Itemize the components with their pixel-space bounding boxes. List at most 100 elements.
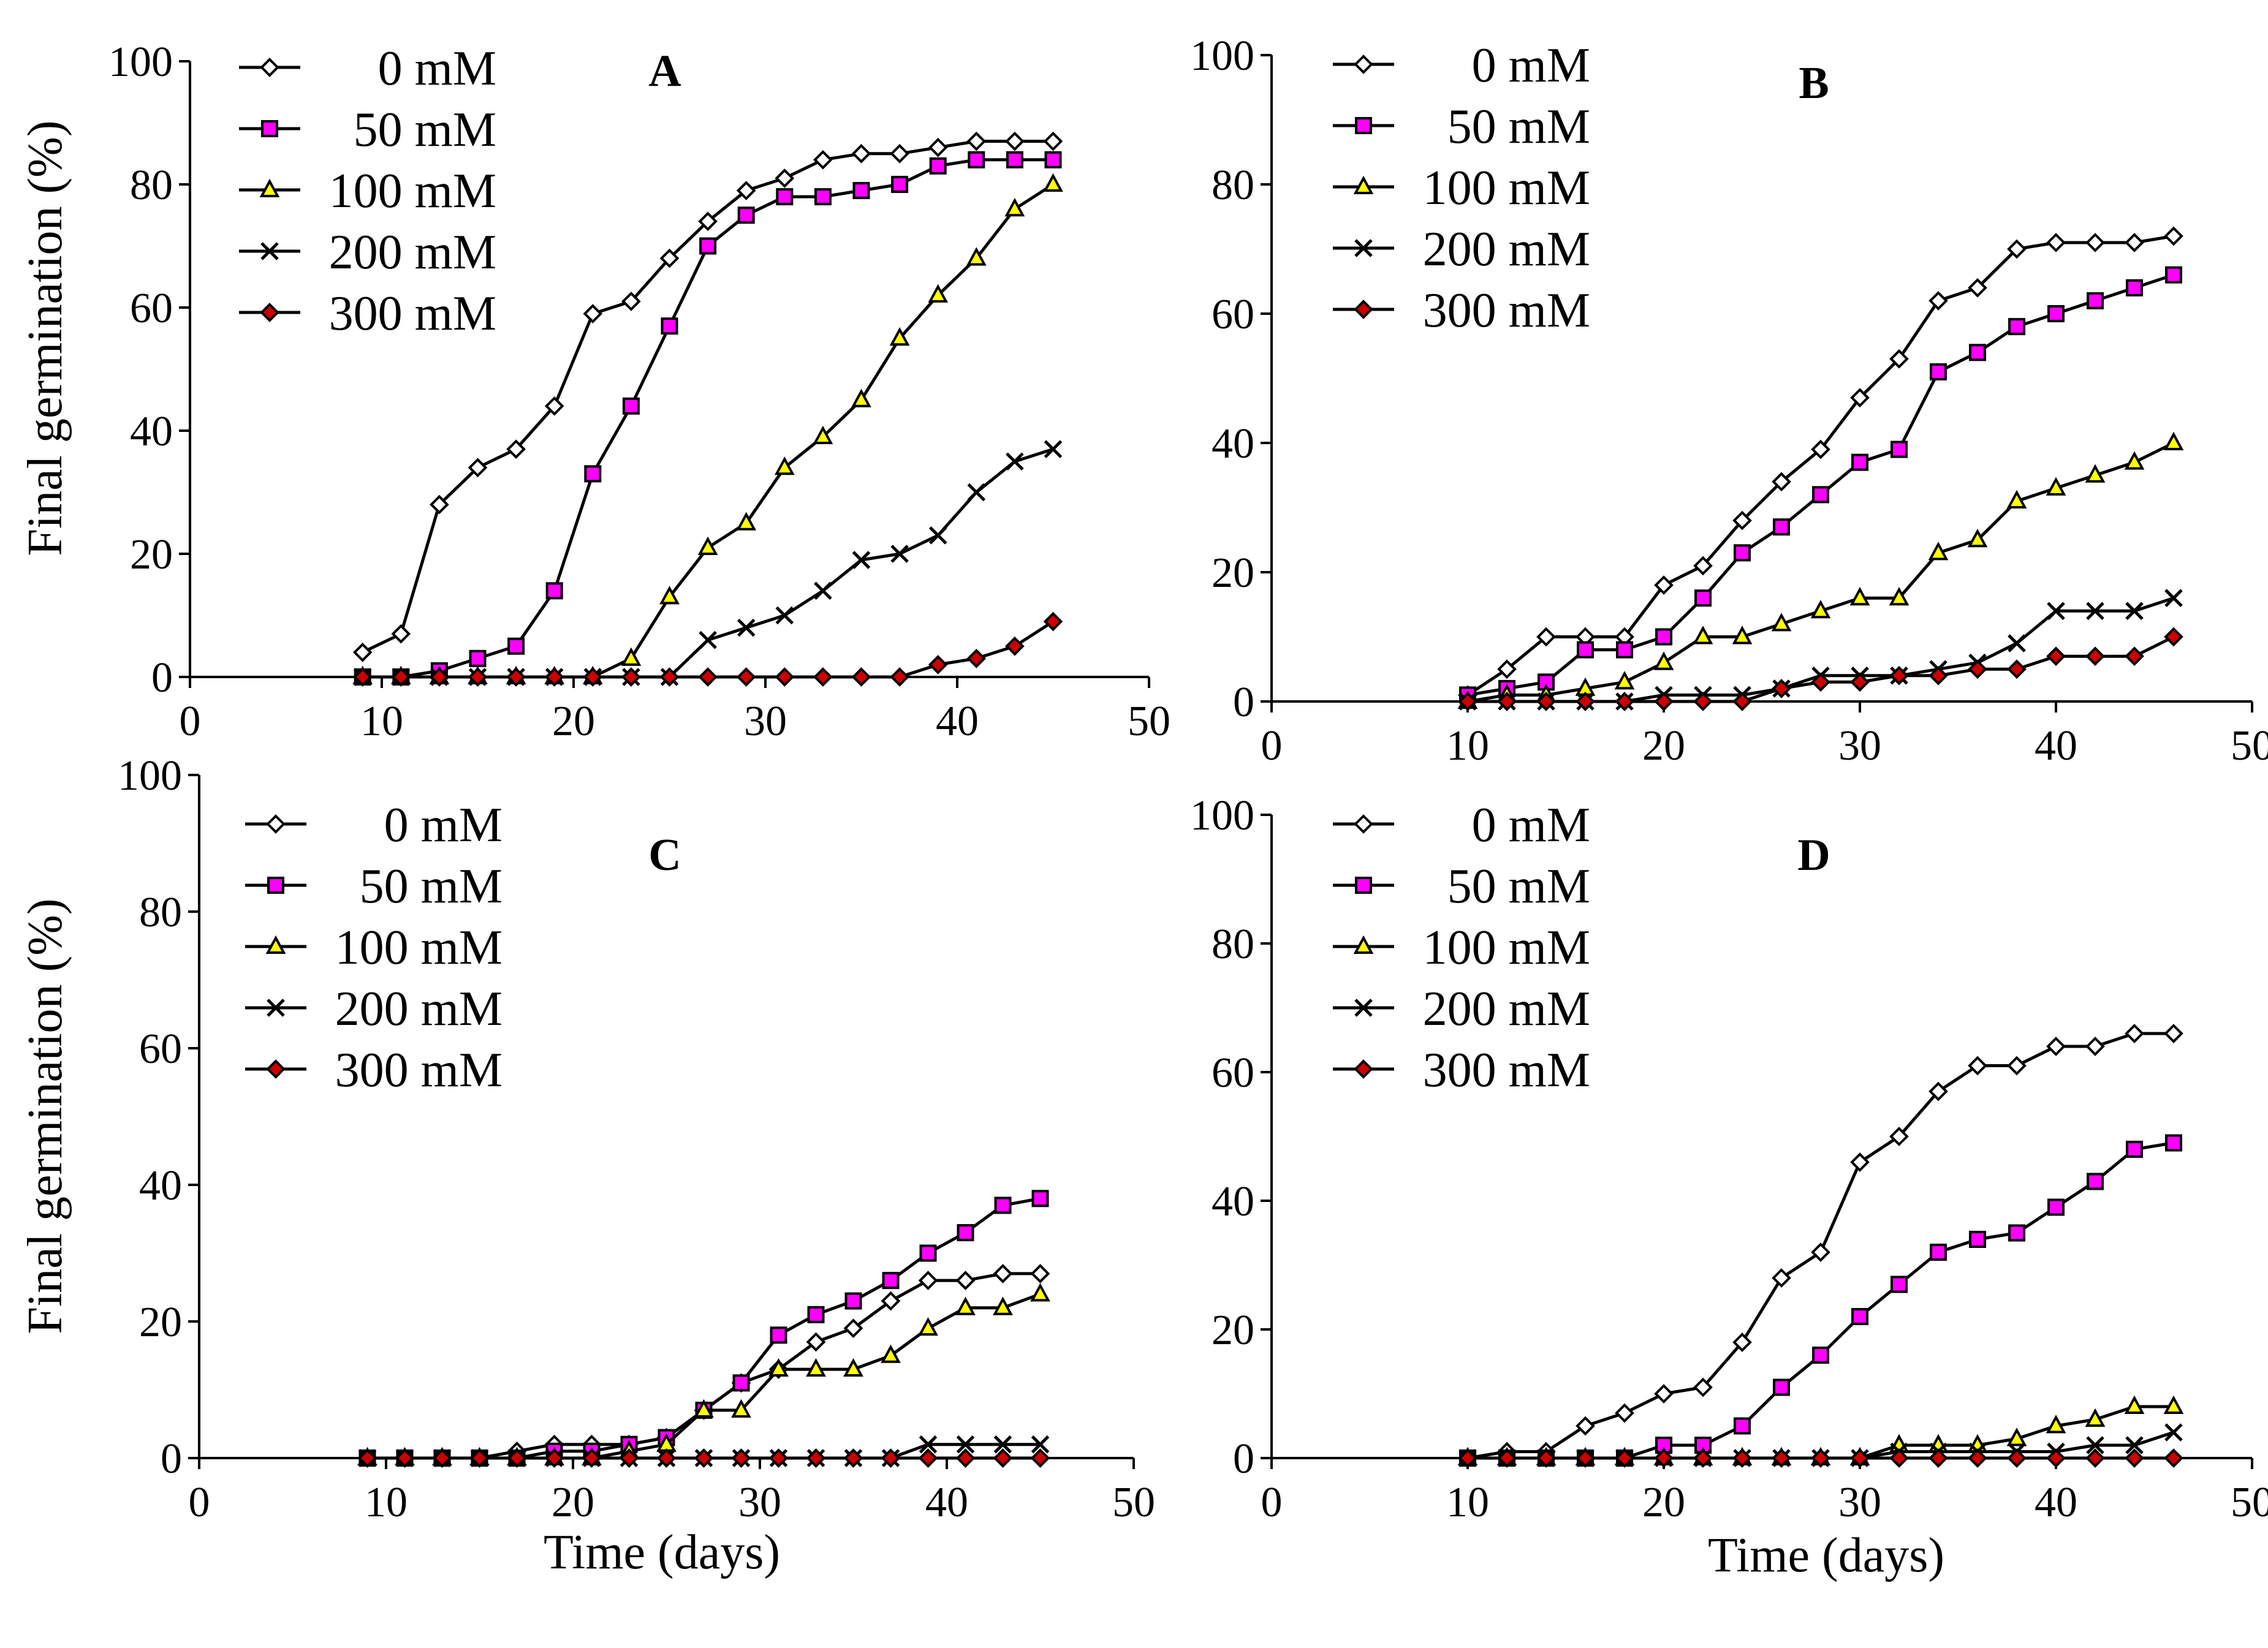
panel-a-series-4-point <box>1005 636 1025 656</box>
panel-a-series-0-point <box>775 168 795 188</box>
panel-c-x-tick-label: 20 <box>552 1479 594 1526</box>
panel-c-y-tick-label: 100 <box>118 752 182 799</box>
panel-a-series-4-point <box>352 667 373 687</box>
panel-a-series-3-point <box>699 630 717 649</box>
panel-c-x-tick-label: 40 <box>925 1479 968 1526</box>
panel-a-series-4-point <box>544 667 564 687</box>
panel-a-series-1-point <box>929 157 947 175</box>
panel-d-x-tick-label: 40 <box>2035 1479 2077 1526</box>
panel-a-series-2-point <box>928 284 949 303</box>
panel-a-series-3-point <box>890 545 909 563</box>
panel-a-series-1-point <box>737 206 755 224</box>
panel-c-series-4-point <box>469 1448 490 1468</box>
panel-c-series-0-point <box>806 1332 826 1352</box>
panel-b-series-4-point <box>1968 659 1987 679</box>
panel-d-series-1-point <box>2087 1173 2104 1190</box>
panel-b-y-tick-label: 40 <box>1212 420 1254 467</box>
panel-d-x-tick-label: 50 <box>2231 1479 2268 1526</box>
panel-d-series-2-point <box>2163 1395 2184 1414</box>
panel-d-series-4-point <box>1654 1448 1674 1468</box>
panel-b-series-2-point <box>2085 464 2106 483</box>
panel-b-series-4-point <box>1732 692 1752 711</box>
panel-b-series-2-point <box>1771 613 1792 632</box>
panel-c-series-4-point <box>881 1448 901 1468</box>
panel-b-series-1-point <box>1616 641 1633 659</box>
panel-d-series-1-point <box>1734 1417 1751 1435</box>
panel-a-series-1-point <box>699 237 717 255</box>
panel-b-series-4 <box>1458 627 2183 711</box>
panel-a-series-4-point <box>583 667 603 687</box>
panel-d-series-0-point <box>1576 1416 1595 1436</box>
panel-c-series-3-point <box>1031 1435 1050 1454</box>
panel-c-series-2-point <box>768 1358 789 1377</box>
panel-b-legend-label-0: 0 mM <box>1472 39 1590 93</box>
panel-a-series-3-line <box>362 447 1054 679</box>
panel-a-legend-marker-0 <box>260 58 279 77</box>
panel-a-series-4-point <box>736 667 756 687</box>
panel-c-series-4-point <box>1030 1448 1050 1468</box>
panel-d-series-0-point <box>2125 1024 2144 1043</box>
panel-a-series-0-point <box>621 292 641 311</box>
panel-c-series-1-point <box>1031 1190 1049 1208</box>
panel-b-series-0-point <box>2007 239 2027 259</box>
panel-c-series-4-point <box>918 1448 938 1468</box>
panel-b-y-tick-label: 60 <box>1212 291 1254 338</box>
panel-d-series-4-point <box>1929 1448 1948 1468</box>
panel-a-series-0-point <box>813 149 833 170</box>
panel-b-series-1-point <box>2008 318 2025 336</box>
panel-b: 0 20 40 60 80 100 0 10 20 30 40 50 B 0 mM 50 mM 100 mM 2… <box>1190 32 2268 769</box>
panel-a-series-1-point <box>852 182 870 200</box>
panel-a-series-1-point <box>814 188 832 206</box>
panel-c-series-2-point <box>731 1399 751 1418</box>
panel-c-series-0-point <box>1030 1264 1050 1283</box>
panel-d-y-tick-label: 80 <box>1212 921 1254 968</box>
panel-b-series-4-point <box>2164 627 2183 647</box>
panel-d-series-3-point <box>2086 1436 2104 1454</box>
panel-c-x-tick-label: 50 <box>1112 1479 1155 1526</box>
panel-d-series-2-point <box>2046 1415 2066 1434</box>
panel-d-y-tick-label: 60 <box>1212 1049 1254 1097</box>
panel-a-legend: 0 mM 50 mM 100 mM 200 mM 300 mM <box>239 42 496 341</box>
panel-a-series-2-point <box>889 327 910 346</box>
panel-b-series-4-point <box>1929 665 1948 686</box>
panel-a-series-2-point <box>659 586 680 605</box>
panel-a-series-0-point <box>736 181 756 200</box>
panel-b-series-0-point <box>1536 627 1556 647</box>
panel-a-series-1-point <box>1006 151 1023 168</box>
panel-c-series-4-point <box>507 1448 527 1468</box>
panel-d-series-4-point <box>1458 1448 1477 1468</box>
panel-d-series-1-point <box>1773 1378 1790 1396</box>
panel-b-series-4-point <box>1772 679 1791 698</box>
panel-a-y-tick-label: 80 <box>130 162 173 209</box>
panel-b-series-2-point <box>1614 671 1635 690</box>
panel-c-series-4-point <box>806 1448 826 1468</box>
panel-b-series-4-point <box>1615 692 1634 711</box>
panel-d-series-1-point <box>2008 1224 2025 1242</box>
panel-c-series-4-point <box>395 1448 415 1468</box>
panel-a-x-tick-label: 10 <box>360 698 403 745</box>
panel-b-series-1-point <box>1694 589 1712 607</box>
panel-d-series-4-point <box>1811 1448 1830 1468</box>
panel-a-series-3-point <box>814 581 832 600</box>
panel-d-legend-label-2: 100 mM <box>1423 921 1590 975</box>
panel-c-series-4 <box>357 1448 1050 1468</box>
panel-c-x-tick-label: 0 <box>189 1479 210 1526</box>
panel-a-series-0-point <box>430 494 449 515</box>
panel-d-legend: 0 mM 50 mM 100 mM 200 mM 300 mM <box>1333 798 1590 1097</box>
panel-a-series-2-point <box>736 512 757 531</box>
panel-c-series-3-point <box>956 1435 975 1454</box>
panel-a-series-1-point <box>584 465 602 483</box>
panel-b-series-4-point <box>1458 692 1477 711</box>
panel-d-series-0-point <box>1811 1242 1830 1262</box>
panel-a-series-4-point <box>890 667 909 687</box>
panel-c-y-tick-label: 0 <box>161 1435 182 1483</box>
panel-c-series-4-point <box>955 1448 976 1468</box>
panel-a-series-1-point <box>545 582 563 600</box>
panel-b-series-2-point <box>1928 542 1949 561</box>
panel-d-series-0-point <box>1693 1377 1713 1397</box>
panel-a-series-0-point <box>506 439 526 459</box>
panel-d-letter: D <box>1797 830 1830 880</box>
panel-d-series-0-point <box>1929 1081 1948 1102</box>
panel-c-legend-label-4: 300 mM <box>335 1043 503 1097</box>
panel-c-series-0 <box>357 1264 1050 1468</box>
